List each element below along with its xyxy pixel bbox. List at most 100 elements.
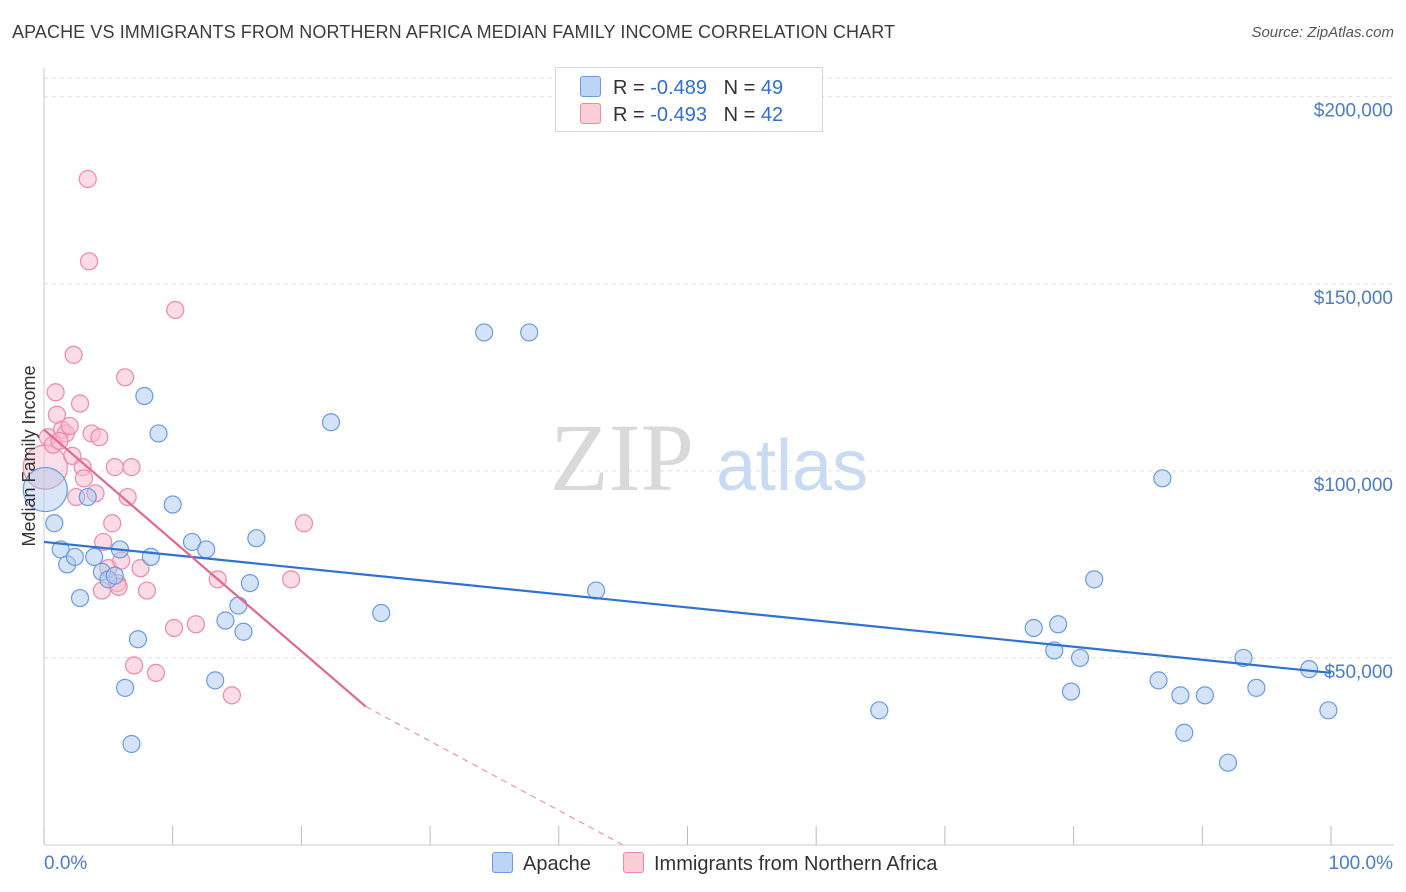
- apache-point: [1175, 723, 1194, 742]
- immigrants-point: [294, 514, 314, 533]
- apache-point: [105, 566, 124, 585]
- apache-point: [321, 413, 341, 432]
- apache-point: [475, 323, 494, 342]
- apache-point: [1319, 701, 1338, 720]
- immigrants-point: [131, 559, 150, 578]
- immigrants-point: [146, 663, 166, 682]
- grid-lines: [44, 77, 1394, 659]
- immigrants-point: [74, 469, 93, 488]
- immigrants-point: [164, 618, 184, 638]
- legend-row-immigrants: R = -0.493 N = 42: [580, 103, 783, 127]
- bottom-legend-immigrants-label: Immigrants from Northern Africa: [654, 853, 938, 875]
- immigrants-trend-line: [43, 428, 367, 708]
- trend-lines: [43, 428, 1332, 846]
- watermark-zip: ZIP: [550, 404, 694, 511]
- legend-n-value: 49: [760, 77, 784, 99]
- apache-point: [1149, 671, 1168, 690]
- immigrants-point: [282, 570, 301, 589]
- legend-r-value: -0.493: [650, 104, 707, 126]
- correlation-legend: R = -0.489 N = 49 R = -0.493 N = 42: [555, 67, 823, 132]
- axis-ticks: $50,000 $100,000 $150,000 $200,000 0.0% 100.0…: [44, 101, 1393, 874]
- immigrants-point: [70, 394, 90, 413]
- apache-point: [247, 529, 266, 548]
- apache-point: [1085, 570, 1104, 589]
- immigrants-point: [166, 300, 185, 320]
- watermark-atlas: atlas: [716, 426, 868, 506]
- apache-point: [1234, 648, 1253, 668]
- immigrants-point: [46, 383, 65, 402]
- apache-point: [78, 487, 97, 507]
- apache-point: [141, 547, 160, 567]
- apache-point: [234, 622, 253, 641]
- watermark: ZIP atlas: [550, 404, 868, 511]
- apache-point: [206, 671, 225, 690]
- apache-point: [149, 424, 168, 443]
- apache-point: [1171, 686, 1190, 705]
- immigrants-point: [103, 514, 122, 533]
- apache-trend-line: [43, 540, 1332, 674]
- immigrants-trend-extension: [365, 706, 624, 846]
- immigrants-point: [137, 581, 157, 600]
- y-tick-label: $200,000: [1314, 101, 1393, 122]
- immigrants-point: [115, 368, 135, 387]
- legend-n-label: N =: [723, 104, 756, 126]
- source-label: Source: ZipAtlas.com: [1251, 24, 1394, 41]
- y-tick-label: $150,000: [1314, 288, 1393, 309]
- immigrants-point: [90, 428, 109, 447]
- immigrants-point: [79, 252, 99, 271]
- apache-point: [182, 532, 202, 552]
- immigrants-point: [60, 416, 79, 436]
- apache-point: [128, 630, 148, 649]
- immigrants-swatch: [623, 852, 644, 873]
- apache-point: [372, 603, 391, 623]
- legend-n-label: N =: [723, 77, 756, 99]
- y-tick-label: $100,000: [1314, 475, 1393, 496]
- apache-point: [1218, 753, 1238, 772]
- x-tick-label: 0.0%: [44, 853, 87, 874]
- apache-point: [197, 540, 216, 559]
- immigrants-point: [50, 431, 69, 451]
- apache-point: [1247, 678, 1266, 697]
- immigrants-point: [122, 458, 141, 477]
- apache-point: [870, 701, 889, 720]
- bottom-legend-apache[interactable]: Apache: [492, 852, 591, 876]
- immigrants-point: [186, 615, 205, 634]
- chart-title: APACHE VS IMMIGRANTS FROM NORTHERN AFRIC…: [12, 22, 896, 42]
- apache-point: [122, 734, 141, 754]
- immigrants-point: [222, 686, 242, 705]
- apache-point: [240, 573, 260, 593]
- apache-point: [1153, 469, 1172, 488]
- immigrants-point: [124, 656, 144, 675]
- axes: [43, 68, 1394, 846]
- apache-point: [1195, 686, 1214, 705]
- apache-point: [22, 466, 68, 513]
- apache-point: [163, 495, 182, 514]
- immigrants-point: [78, 169, 97, 189]
- apache-swatch: [492, 852, 513, 873]
- immigrants-point: [118, 487, 137, 507]
- apache-point: [135, 386, 154, 406]
- immigrants-point: [64, 345, 83, 364]
- legend-r-label: R =: [613, 77, 645, 99]
- legend-r-label: R =: [613, 104, 645, 126]
- apache-swatch: [580, 76, 601, 97]
- apache-point: [1061, 682, 1081, 701]
- immigrants-swatch: [580, 103, 601, 124]
- apache-point: [85, 547, 104, 567]
- y-tick-label: $50,000: [1324, 662, 1393, 683]
- x-tick-label: 100.0%: [1329, 853, 1394, 874]
- legend-row-apache: R = -0.489 N = 49: [580, 76, 783, 100]
- immigrants-point: [94, 532, 113, 552]
- apache-point: [1024, 618, 1043, 638]
- y-axis-label: Median Family Income: [19, 365, 39, 546]
- apache-point: [70, 588, 90, 608]
- apache-point: [216, 611, 235, 630]
- apache-points: [22, 323, 1338, 772]
- bottom-legend-immigrants[interactable]: Immigrants from Northern Africa: [623, 852, 937, 876]
- apache-point: [1070, 648, 1090, 668]
- legend-r-value: -0.489: [650, 77, 707, 99]
- apache-point: [1049, 615, 1068, 634]
- immigrants-point: [105, 458, 124, 477]
- legend-n-value: 42: [760, 104, 784, 126]
